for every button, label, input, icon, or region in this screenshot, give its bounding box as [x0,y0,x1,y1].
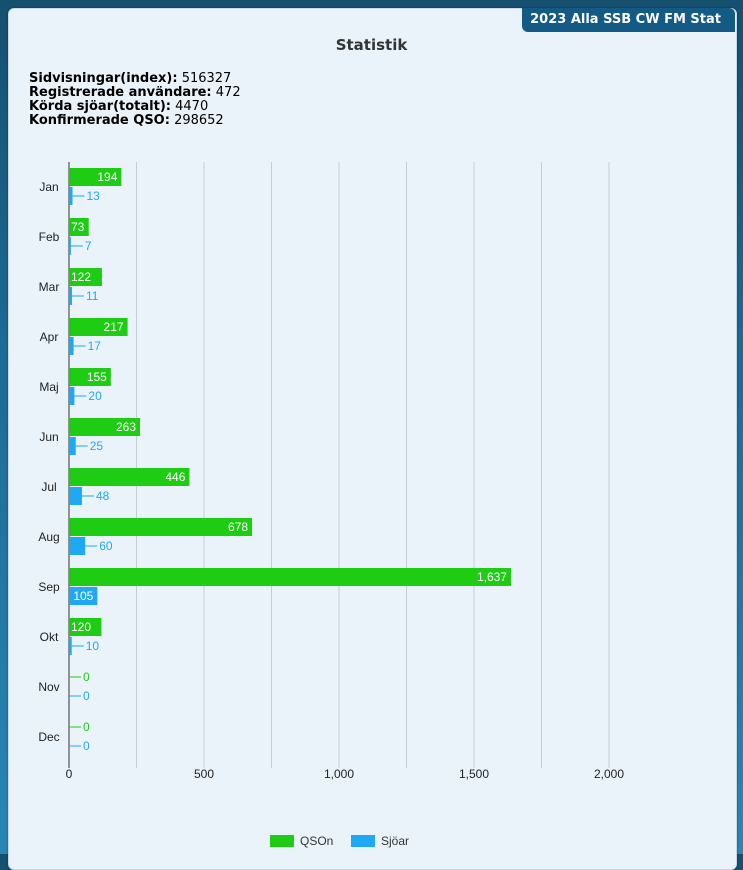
legend-swatch [270,835,294,847]
bar-qson [69,268,102,286]
data-label: 0 [83,720,90,734]
bar-qson [69,618,102,636]
y-category-label: Aug [38,530,59,544]
data-label: 105 [73,589,93,603]
y-category-label: Sep [38,580,60,594]
stat-value: 298652 [174,113,224,128]
data-label: 0 [83,689,90,703]
legend-swatch [351,835,375,847]
legend-item-sjoar[interactable]: Sjöar [351,834,409,848]
bar-sjoar [69,537,86,555]
stat-value: 472 [215,85,241,100]
stat-label: Registrerade användare: [29,85,212,100]
stat-label: Konfirmerade QSO: [29,113,170,128]
data-label: 446 [165,470,185,484]
stat-row: Konfirmerade QSO: 298652 [29,114,241,128]
bar-sjoar [69,487,82,505]
content-panel [8,8,737,870]
page-badge: 2023 Alla SSB CW FM Stat [522,8,735,32]
data-label: 7 [85,239,92,253]
bar-sjoar [69,287,72,305]
data-label: 122 [71,270,91,284]
stat-label: Körda sjöar(totalt): [29,99,171,114]
bar-qson [69,418,141,436]
data-label: 13 [87,189,101,203]
data-label: 194 [97,170,117,184]
stat-row: Körda sjöar(totalt): 4470 [29,100,241,114]
y-category-label: Jan [39,180,58,194]
stat-label: Sidvisningar(index): [29,71,178,86]
data-label: 678 [228,520,248,534]
stat-row: Sidvisningar(index): 516327 [29,72,241,86]
bar-qson [69,368,111,386]
bar-sjoar [69,337,74,355]
bar-qson [69,468,190,486]
data-label: 1,637 [477,570,507,584]
bar-sjoar [69,437,76,455]
data-label: 120 [71,620,91,634]
bar-qson [69,168,122,186]
data-label: 11 [86,289,99,303]
legend-label: Sjöar [381,834,410,848]
data-label: 0 [83,739,90,753]
y-category-label: Okt [40,630,59,644]
y-category-label: Jun [39,430,58,444]
legend-item-qso[interactable]: QSOn [270,834,333,848]
bar-qson [69,518,253,536]
bar-sjoar [69,637,72,655]
data-label: 0 [83,670,90,684]
bar-sjoar [69,237,71,255]
bar-qson [69,568,511,586]
bar-sjoar [69,187,73,205]
data-label: 60 [99,539,113,553]
stat-value: 516327 [181,71,232,86]
x-tick-label: 2,000 [594,767,624,781]
data-label: 25 [90,439,104,453]
y-category-label: Dec [38,730,59,744]
stat-row: Registrerade användare: 472 [29,86,241,100]
y-category-label: Jul [41,480,56,494]
data-label: 20 [88,389,102,403]
x-tick-label: 1,000 [324,767,354,781]
bar-sjoar [69,387,75,405]
y-category-label: Mar [39,280,60,294]
stat-value: 4470 [175,99,209,114]
data-label: 10 [86,639,100,653]
x-tick-label: 0 [66,767,73,781]
data-label: 17 [88,339,102,353]
y-category-label: Apr [40,330,59,344]
data-label: 263 [116,420,136,434]
data-label: 217 [104,320,124,334]
data-label: 155 [87,370,107,384]
bar-qson [69,318,128,336]
legend-label: QSOn [300,834,334,848]
x-tick-label: 1,500 [459,767,489,781]
y-category-label: Maj [39,380,58,394]
data-label: 73 [71,220,85,234]
bar-qson [69,218,89,236]
y-category-label: Nov [38,680,59,694]
bar-sjoar [69,587,98,605]
x-tick-label: 500 [194,767,214,781]
y-category-label: Feb [39,230,60,244]
chart-legend: QSOn Sjöar [0,834,743,850]
stats-block: Sidvisningar(index): 516327 Registrerade… [29,72,241,128]
page-title: Statistik [335,36,408,54]
data-label: 48 [96,489,110,503]
